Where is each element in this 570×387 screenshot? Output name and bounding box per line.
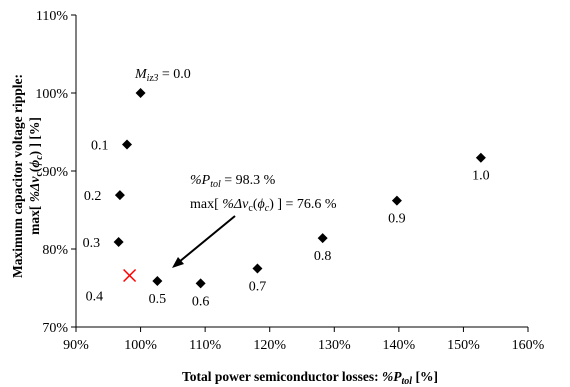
- point-label: 1.0: [472, 169, 490, 184]
- annotation-arrow: [172, 215, 236, 268]
- data-point-diamond: [475, 152, 486, 163]
- x-tick-label: 160%: [512, 338, 545, 353]
- point-label: 0.2: [84, 189, 102, 204]
- annotation-line-1: %Ptol = 98.3 %: [190, 173, 276, 190]
- point-label: 0.3: [83, 236, 101, 251]
- x-tick-label: 100%: [124, 338, 157, 353]
- point-label-m-iz3: Miz3 = 0.0: [134, 67, 191, 84]
- data-point-diamond: [152, 275, 163, 286]
- y-tick-label: 70%: [42, 321, 68, 336]
- y-tick-label: 110%: [36, 9, 68, 24]
- data-point-diamond: [114, 190, 125, 201]
- y-tick-label: 90%: [42, 165, 68, 180]
- data-point-diamond: [195, 278, 206, 289]
- axes: [71, 14, 529, 332]
- x-tick-label: 110%: [189, 338, 221, 353]
- data-points: [113, 88, 486, 289]
- y-axis-title-line-2: max[ %Δvc(ϕc) ] [%]: [27, 117, 45, 235]
- point-label: 0.9: [388, 212, 406, 227]
- data-point-diamond: [391, 195, 402, 206]
- data-point-diamond: [135, 88, 146, 98]
- point-label: 0.6: [192, 294, 210, 309]
- data-point-x-marker: [123, 268, 137, 283]
- x-tick-label: 120%: [253, 338, 286, 353]
- y-tick-label: 100%: [35, 87, 68, 102]
- point-label: 0.5: [149, 292, 167, 307]
- y-axis-title-line-1: Maximum capacitor voltage ripple:: [10, 74, 25, 278]
- data-point-diamond: [122, 139, 133, 150]
- point-label: 0.7: [249, 280, 267, 295]
- data-point-diamond: [252, 263, 263, 274]
- point-label: 0.1: [91, 138, 109, 153]
- x-tick-label: 150%: [447, 338, 480, 353]
- x-axis-title: Total power semiconductor losses: %Ptol …: [182, 369, 438, 387]
- data-point-diamond: [317, 233, 328, 244]
- point-labels: 0.1 0.2 0.3 0.5 0.6 0.7 0.8 0.9 1.0 0.4: [83, 138, 490, 309]
- point-label: 0.8: [314, 249, 332, 264]
- x-marker-stroke: [123, 268, 137, 283]
- annotation-line-2: max[ %Δvc(ϕc) ] = 76.6 %: [190, 197, 337, 214]
- x-tick-label: 90%: [63, 338, 89, 353]
- x-tick-label: 130%: [318, 338, 351, 353]
- tick-labels: 90% 100% 110% 120% 130% 140% 150% 160% 70% 80% 90%…: [35, 9, 544, 353]
- y-tick-label: 80%: [42, 243, 68, 258]
- data-point-diamond: [113, 236, 124, 247]
- point-label: 0.4: [86, 290, 104, 305]
- x-tick-label: 140%: [383, 338, 416, 353]
